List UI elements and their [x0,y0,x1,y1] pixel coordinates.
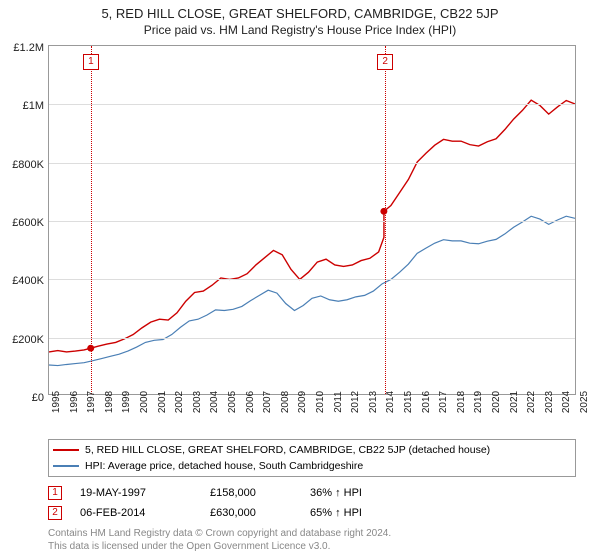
x-tick-label: 2007 [262,391,273,413]
x-tick-label: 1999 [121,391,132,413]
x-tick-label: 2005 [227,391,238,413]
transaction-price: £630,000 [210,507,310,519]
legend-swatch-blue [53,465,79,467]
gridline [49,163,575,164]
transaction-pct: 36% ↑ HPI [310,487,410,499]
x-tick-label: 1997 [86,391,97,413]
transaction-row: 1 19-MAY-1997£158,00036% ↑ HPI [48,483,576,503]
header: 5, RED HILL CLOSE, GREAT SHELFORD, CAMBR… [0,0,600,37]
x-tick-label: 2014 [385,391,396,413]
x-tick-label: 2023 [544,391,555,413]
x-tick-label: 2015 [403,391,414,413]
x-tick-label: 2012 [350,391,361,413]
x-tick-label: 2004 [209,391,220,413]
page-root: 5, RED HILL CLOSE, GREAT SHELFORD, CAMBR… [0,0,600,560]
x-tick-label: 2017 [438,391,449,413]
x-tick-label: 2000 [139,391,150,413]
gridline [49,221,575,222]
x-tick-label: 2006 [245,391,256,413]
y-tick-label: £200K [12,334,44,346]
x-axis-labels: 1995199619971998199920002001200220032004… [48,398,576,450]
transaction-pct: 65% ↑ HPI [310,507,410,519]
transaction-row: 2 06-FEB-2014£630,00065% ↑ HPI [48,503,576,523]
transaction-vline [91,46,92,394]
x-tick-label: 2008 [280,391,291,413]
x-tick-label: 2011 [333,391,344,413]
x-tick-label: 2020 [491,391,502,413]
legend-row-hpi: HPI: Average price, detached house, Sout… [53,458,571,474]
x-tick-label: 2022 [526,391,537,413]
footer-line: This data is licensed under the Open Gov… [48,540,576,553]
transaction-vline [385,46,386,394]
page-title: 5, RED HILL CLOSE, GREAT SHELFORD, CAMBR… [0,6,600,21]
x-tick-label: 2018 [456,391,467,413]
transactions-table: 1 19-MAY-1997£158,00036% ↑ HPI 2 06-FEB-201… [48,483,576,523]
x-tick-label: 2010 [315,391,326,413]
y-tick-label: £800K [12,159,44,171]
x-tick-label: 2013 [368,391,379,413]
y-axis-labels: £0£200K£400K£600K£800K£1M£1.2M [0,48,46,398]
x-tick-label: 2025 [579,391,590,413]
legend-label: HPI: Average price, detached house, Sout… [85,460,363,472]
gridline [49,279,575,280]
gridline [49,338,575,339]
x-tick-label: 2019 [473,391,484,413]
page-subtitle: Price paid vs. HM Land Registry's House … [0,23,600,37]
transaction-marker-box: 1 [48,486,62,500]
y-tick-label: £1.2M [13,42,44,54]
gridline [49,104,575,105]
x-tick-label: 2001 [157,391,168,413]
transaction-price: £158,000 [210,487,310,499]
y-tick-label: £600K [12,217,44,229]
transaction-date: 19-MAY-1997 [80,487,210,499]
x-tick-label: 2021 [509,391,520,413]
x-tick-label: 1996 [69,391,80,413]
chart-svg [49,46,575,394]
y-tick-label: £400K [12,275,44,287]
transaction-marker-box: 2 [377,54,393,70]
y-tick-label: £0 [32,392,44,404]
footer-attribution: Contains HM Land Registry data © Crown c… [48,527,576,553]
x-tick-label: 2003 [192,391,203,413]
chart-plot-area: 12 [48,45,576,395]
transaction-marker-box: 2 [48,506,62,520]
x-tick-label: 2002 [174,391,185,413]
x-tick-label: 1995 [51,391,62,413]
y-tick-label: £1M [23,100,44,112]
footer-line: Contains HM Land Registry data © Crown c… [48,527,576,540]
transaction-dot [380,208,387,215]
x-tick-label: 2009 [297,391,308,413]
line-price-paid [49,100,575,352]
line-hpi [49,216,575,365]
x-tick-label: 1998 [104,391,115,413]
transaction-date: 06-FEB-2014 [80,507,210,519]
x-tick-label: 2016 [421,391,432,413]
x-tick-label: 2024 [561,391,572,413]
transaction-marker-box: 1 [83,54,99,70]
